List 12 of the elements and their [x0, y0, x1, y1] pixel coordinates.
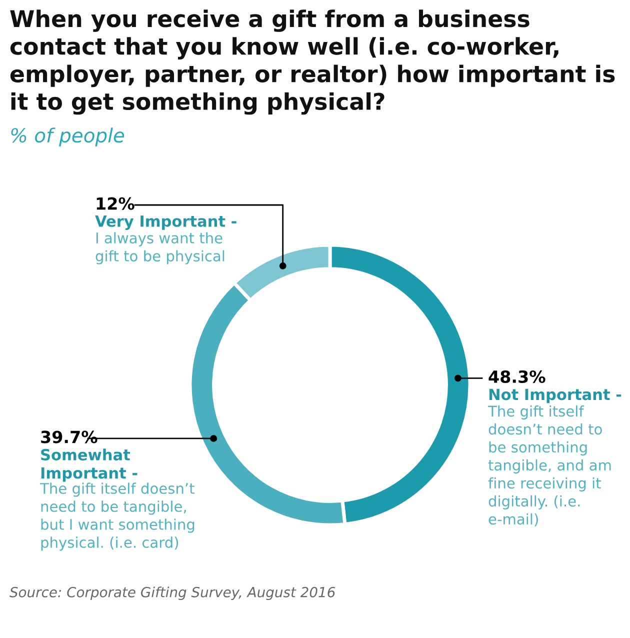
- slice-label: Very Important -: [95, 216, 236, 230]
- data-label: 39.7%: [41, 430, 98, 444]
- text: I always want the gift to be physical: [96, 232, 224, 264]
- slice-label: Not Important -: [489, 388, 622, 404]
- chart-title: When you receive a gift from a business contact that you know well (i.e. co-worker, employer, partner, or realtor) how important is it to get something physical?: [10, 10, 615, 115]
- data-label: 48.3%: [488, 370, 546, 383]
- chart-subtitle: % of people: [11, 128, 124, 146]
- text: The gift itself doesn’t need to be something tangible, and am fine receiving it digitally. (i.e. e-mail): [488, 405, 611, 526]
- slice-label: Somewhat Important -: [41, 448, 138, 482]
- data-label: 12%: [96, 197, 134, 210]
- source-note: Source: Corporate Gifting Survey, August 2016: [10, 586, 336, 600]
- text: The gift itself doesn’t need to be tangible, but I want something physical. (i.e. card): [40, 482, 194, 551]
